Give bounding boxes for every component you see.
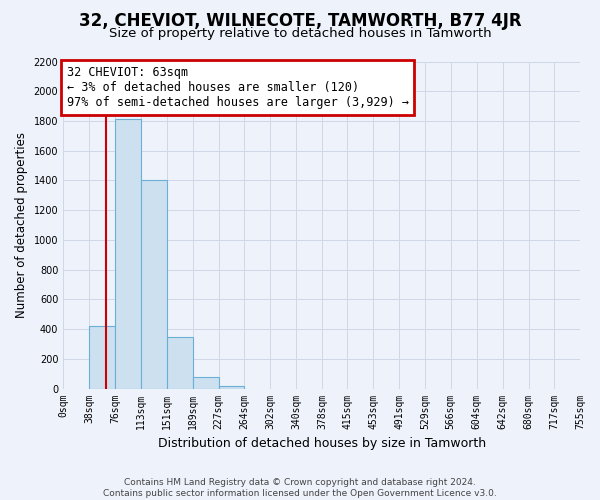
Bar (115, 120, 140, 388)
Bar (140, 180, 167, 388)
Bar (89, 326, 115, 388)
Bar (167, 336, 193, 388)
Text: Contains HM Land Registry data © Crown copyright and database right 2024.
Contai: Contains HM Land Registry data © Crown c… (103, 478, 497, 498)
Bar (218, 386, 244, 388)
Text: 32, CHEVIOT, WILNECOTE, TAMWORTH, B77 4JR: 32, CHEVIOT, WILNECOTE, TAMWORTH, B77 4J… (79, 12, 521, 30)
Y-axis label: Number of detached properties: Number of detached properties (15, 132, 28, 318)
X-axis label: Distribution of detached houses by size in Tamworth: Distribution of detached houses by size … (158, 437, 485, 450)
Text: 32 CHEVIOT: 63sqm
← 3% of detached houses are smaller (120)
97% of semi-detached: 32 CHEVIOT: 63sqm ← 3% of detached house… (67, 66, 409, 109)
Bar (193, 378, 218, 388)
Text: Size of property relative to detached houses in Tamworth: Size of property relative to detached ho… (109, 28, 491, 40)
